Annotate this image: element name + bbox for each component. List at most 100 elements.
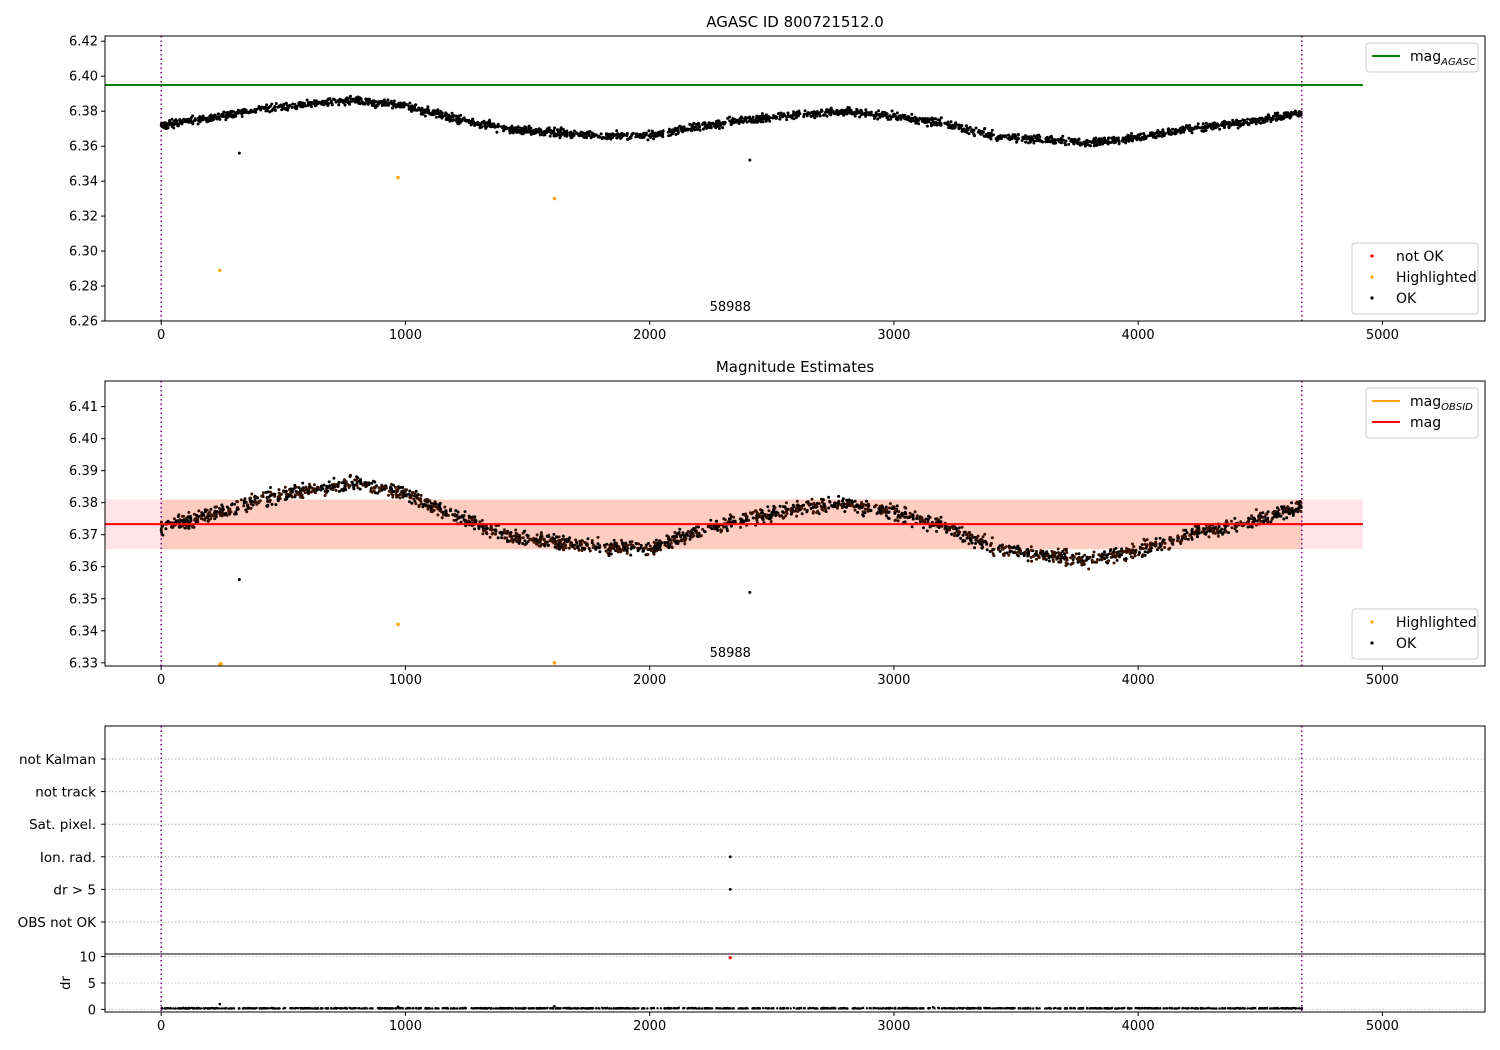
ok-point	[333, 485, 337, 489]
ok-point	[795, 111, 799, 115]
ok-point	[213, 116, 217, 120]
ok-point	[409, 496, 413, 500]
ok-point	[921, 118, 925, 122]
ok-point	[591, 132, 595, 136]
ok-point	[568, 131, 572, 135]
ok-point	[265, 103, 269, 107]
ok-point	[1285, 113, 1288, 117]
ok-point	[167, 123, 171, 127]
ok-point	[1112, 561, 1116, 565]
ok-point	[455, 513, 459, 517]
ok-point	[1035, 553, 1039, 557]
ok-point	[373, 480, 377, 484]
ok-point	[715, 527, 719, 531]
ok-point	[262, 491, 265, 495]
ok-point	[829, 107, 833, 111]
ok-point	[1100, 552, 1104, 556]
ok-point	[951, 527, 955, 531]
ok-point	[1128, 548, 1132, 552]
ok-point	[785, 512, 789, 515]
ok-point	[1206, 124, 1210, 128]
ok-point	[894, 518, 898, 522]
ok-point	[355, 483, 359, 487]
ok-point	[989, 541, 993, 545]
ok-point	[895, 504, 899, 508]
ok-point	[904, 512, 907, 516]
ok-point	[1131, 542, 1134, 546]
ok-point	[422, 502, 426, 506]
ok-point	[920, 516, 923, 519]
ok-point	[674, 127, 678, 130]
chart2-frame	[104, 380, 1486, 667]
ok-point	[1072, 555, 1076, 559]
ok-point	[392, 99, 396, 103]
ok-point	[1076, 142, 1080, 146]
ok-point	[575, 131, 579, 135]
ok-point	[947, 126, 951, 130]
ok-point	[965, 536, 969, 540]
ok-point	[1212, 121, 1216, 125]
ok-point	[654, 538, 658, 542]
ok-point	[1163, 546, 1167, 549]
ok-point	[1238, 124, 1242, 128]
ok-point	[257, 501, 261, 505]
ok-point	[969, 539, 973, 543]
ok-point	[1124, 557, 1128, 561]
ok-point	[389, 99, 393, 103]
chart1-legend-point-swatch	[1370, 254, 1374, 258]
ok-point	[1170, 539, 1174, 543]
chart1-ytick-label: 6.32	[69, 210, 98, 225]
ok-point	[789, 114, 793, 118]
ok-point	[1073, 137, 1077, 141]
ok-point	[425, 497, 429, 501]
ok-point	[824, 510, 828, 514]
ok-point	[966, 128, 970, 132]
ok-point	[959, 124, 963, 128]
ok-point	[997, 546, 1001, 550]
ok-point	[1269, 120, 1273, 124]
ok-point	[186, 118, 190, 122]
ok-point	[1153, 132, 1157, 136]
ok-point	[1298, 500, 1302, 503]
ok-point	[985, 548, 989, 552]
ok-point	[561, 547, 565, 551]
ok-point	[953, 532, 957, 535]
ok-point	[642, 547, 646, 551]
ok-point	[414, 502, 418, 506]
ok-point	[773, 510, 777, 514]
ok-point	[1266, 519, 1270, 522]
ok-point	[581, 539, 584, 543]
ok-point	[1007, 553, 1011, 557]
ok-point	[564, 546, 568, 550]
ok-point	[1146, 550, 1150, 554]
ok-point	[1039, 549, 1043, 553]
ok-point	[968, 125, 972, 129]
ok-point	[684, 536, 688, 540]
ok-point	[626, 138, 630, 141]
ok-point	[514, 531, 518, 535]
ok-point	[968, 530, 972, 534]
ok-point	[1136, 133, 1140, 137]
ok-point	[1294, 507, 1298, 511]
ok-point	[725, 529, 729, 533]
ok-point	[1154, 136, 1158, 140]
ok-point	[1250, 514, 1254, 518]
ok-point	[706, 525, 710, 529]
ok-point	[1122, 136, 1126, 140]
ok-point	[444, 509, 448, 513]
ok-point	[1061, 549, 1065, 553]
ok-point	[667, 127, 671, 131]
ok-point	[938, 118, 942, 122]
ok-point	[723, 518, 727, 522]
ok-point	[234, 114, 238, 118]
ok-point	[436, 108, 440, 112]
ok-point	[170, 525, 174, 529]
ok-point	[1200, 125, 1204, 129]
ok-point	[1264, 117, 1268, 121]
chart1-legend-label: not OK	[1396, 249, 1444, 265]
ok-point	[224, 111, 228, 115]
ok-point	[1282, 517, 1286, 521]
ok-point	[915, 117, 919, 121]
ok-point	[1238, 119, 1242, 123]
chart2-xtick-label: 3000	[877, 673, 910, 688]
